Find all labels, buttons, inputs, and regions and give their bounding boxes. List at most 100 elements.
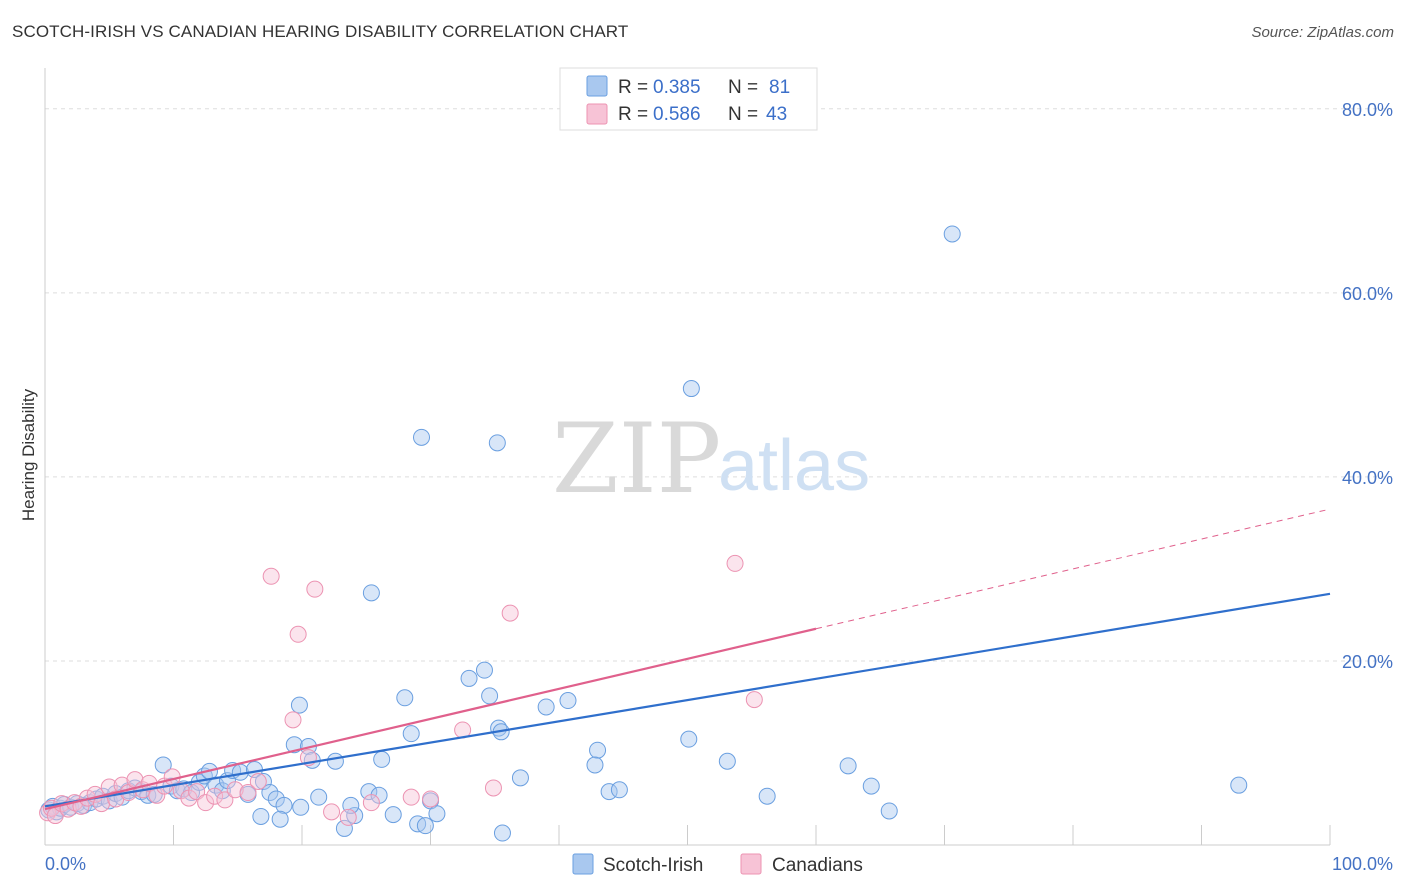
bottom-legend-swatch-canadians (740, 853, 762, 875)
point-scotch-irish (154, 756, 172, 774)
trend-line-canadians (44, 627, 817, 811)
point-scotch-irish (1230, 776, 1248, 794)
point-canadians (422, 790, 439, 808)
point-scotch-irish (254, 773, 272, 791)
legend-r-value-2: 0.586 (653, 104, 701, 125)
y-tick-label: 20.0% (1342, 652, 1393, 672)
point-scotch-irish (360, 783, 378, 801)
watermark-zip: ZIP (552, 403, 721, 515)
point-scotch-irish (362, 584, 380, 602)
point-scotch-irish (261, 784, 279, 802)
legend-n-label-2: N = (728, 104, 758, 125)
point-scotch-irish (373, 750, 391, 768)
y-axis-label: Hearing Disability (19, 388, 38, 521)
legend-r-label-1: R = (618, 77, 648, 98)
point-scotch-irish (610, 781, 628, 799)
point-scotch-irish (252, 807, 270, 825)
point-scotch-irish (416, 817, 434, 835)
point-scotch-irish (396, 689, 414, 707)
point-scotch-irish (718, 752, 736, 770)
trend-lines (44, 508, 1331, 811)
point-canadians (262, 567, 280, 585)
point-scotch-irish (586, 756, 604, 774)
point-canadians (249, 773, 267, 791)
point-scotch-irish (943, 225, 961, 243)
point-scotch-irish (335, 819, 353, 837)
point-scotch-irish (285, 736, 303, 754)
point-canadians (163, 768, 181, 786)
bottom-legend-swatch-scotch-irish (572, 853, 594, 875)
point-canadians (216, 791, 234, 809)
point-canadians (284, 711, 302, 729)
point-scotch-irish (862, 777, 880, 795)
point-scotch-irish (493, 824, 511, 842)
point-scotch-irish (384, 806, 402, 824)
point-scotch-irish (680, 730, 698, 748)
x-tick-label: 0.0% (45, 854, 86, 874)
point-scotch-irish (537, 698, 555, 716)
point-canadians (402, 788, 420, 806)
point-scotch-irish (310, 788, 328, 806)
point-canadians (501, 604, 519, 622)
legend-r-label-2: R = (618, 104, 648, 125)
legend-n-label-1: N = (728, 77, 758, 98)
y-tick-label: 60.0% (1342, 284, 1393, 304)
gridlines (45, 108, 1392, 662)
point-canadians (197, 794, 215, 812)
point-scotch-irish (271, 810, 289, 828)
y-tick-label: 40.0% (1342, 468, 1393, 488)
point-scotch-irish (600, 783, 618, 801)
bottom-legend-label-scotch-irish: Scotch-Irish (603, 855, 703, 876)
point-canadians (206, 787, 224, 805)
trend-line-canadians-extension (815, 508, 1331, 630)
legend-swatch-canadians (586, 103, 608, 125)
point-scotch-irish (326, 752, 344, 770)
point-canadians (306, 580, 324, 598)
legend-box: R = 0.385 N = 81 R = 0.586 N = 43 (559, 67, 818, 131)
legend-n-value-1: 81 (769, 77, 790, 98)
watermark: ZIP atlas (552, 403, 870, 515)
bottom-legend-label-canadians: Canadians (772, 855, 863, 876)
point-canadians (339, 808, 357, 826)
point-canadians (239, 784, 257, 802)
point-scotch-irish (346, 807, 364, 825)
point-canadians (726, 554, 744, 572)
legend-n-value-2: 43 (766, 104, 787, 125)
legend-r-value-1: 0.385 (653, 77, 701, 98)
point-scotch-irish (839, 757, 857, 775)
point-scotch-irish (488, 434, 506, 452)
point-scotch-irish (292, 798, 310, 816)
point-canadians (362, 794, 380, 812)
x-tick-label: 100.0% (1332, 854, 1393, 874)
point-canadians (484, 779, 502, 797)
point-scotch-irish (402, 725, 420, 743)
trend-line-scotch-irish (44, 592, 1331, 808)
point-canadians (188, 783, 206, 801)
watermark-atlas: atlas (718, 426, 870, 506)
point-scotch-irish (758, 787, 776, 805)
point-scotch-irish (460, 669, 478, 687)
point-scotch-irish (682, 380, 700, 398)
data-points (39, 225, 1248, 842)
y-tick-label: 80.0% (1342, 100, 1393, 120)
point-scotch-irish (428, 805, 446, 823)
point-scotch-irish (481, 687, 499, 705)
point-scotch-irish (290, 696, 308, 714)
point-canadians (323, 803, 341, 821)
point-scotch-irish (511, 769, 529, 787)
point-canadians (745, 691, 763, 709)
axes (44, 68, 1331, 846)
point-scotch-irish (475, 661, 493, 679)
source-credit: Source: ZipAtlas.com (1251, 24, 1394, 41)
chart-title: SCOTCH-IRISH VS CANADIAN HEARING DISABIL… (12, 22, 629, 41)
point-scotch-irish (589, 741, 607, 759)
point-scotch-irish (880, 802, 898, 820)
point-canadians (289, 625, 307, 643)
legend-swatch-scotch-irish (586, 75, 608, 97)
point-canadians (226, 781, 244, 799)
point-scotch-irish (559, 692, 577, 710)
bottom-legend: Scotch-Irish Canadians (572, 853, 863, 876)
point-scotch-irish (275, 796, 293, 814)
tick-labels: 20.0% 40.0% 60.0% 80.0% 0.0% 100.0% (45, 100, 1393, 874)
